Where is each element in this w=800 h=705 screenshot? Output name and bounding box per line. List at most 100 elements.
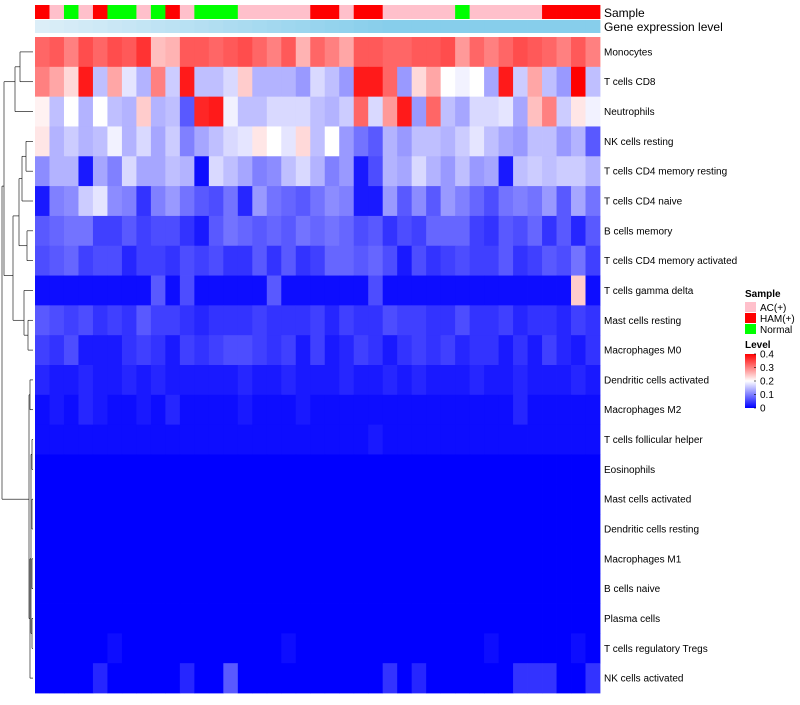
heatmap-cell (208, 663, 224, 694)
heatmap-cell (585, 543, 601, 575)
heatmap-cell (136, 305, 152, 336)
heatmap-cell (339, 454, 355, 485)
heatmap-cell (484, 603, 499, 634)
heatmap-cell (339, 126, 355, 157)
heatmap-cell (397, 394, 413, 426)
heatmap-cell (208, 126, 224, 157)
heatmap-cell (397, 424, 413, 455)
heatmap-cell (469, 663, 485, 694)
heatmap-cell (426, 394, 442, 426)
heatmap-cell (150, 484, 166, 515)
heatmap-cell (35, 365, 50, 396)
heatmap-cell (527, 275, 543, 306)
heatmap-cell (382, 514, 398, 545)
heatmap-cell (324, 394, 340, 426)
heatmap-cell (78, 215, 94, 247)
heatmap-cell (498, 245, 514, 276)
heatmap-cell (440, 633, 456, 664)
heatmap-cell (513, 573, 528, 604)
heatmap-cell (353, 603, 369, 634)
heatmap-cell (136, 514, 152, 545)
heatmap-cell (571, 96, 586, 127)
expression-annotation-cell (368, 20, 384, 33)
heatmap-cell (455, 514, 471, 545)
heatmap-cell (368, 37, 384, 68)
heatmap-cell (107, 484, 123, 515)
heatmap-cell (49, 663, 65, 694)
heatmap-cell (266, 66, 282, 98)
heatmap-cell (136, 603, 152, 634)
heatmap-cell (295, 543, 311, 575)
heatmap-cell (281, 335, 297, 366)
heatmap-cell (107, 514, 123, 545)
heatmap-cell (484, 96, 499, 127)
sample-annotation-cell (556, 5, 572, 19)
heatmap-cell (92, 66, 108, 98)
heatmap-cell (49, 543, 65, 575)
heatmap-cell (179, 514, 195, 545)
heatmap-cell (571, 215, 586, 247)
heatmap-cell (165, 424, 181, 455)
heatmap-cell (397, 156, 413, 187)
sample-annotation-cell (527, 5, 543, 19)
heatmap-cell (498, 663, 514, 694)
heatmap-cell (368, 186, 384, 217)
heatmap-cell (527, 305, 543, 336)
heatmap-cell (353, 484, 369, 515)
heatmap-cell (310, 573, 326, 604)
heatmap-cell (252, 663, 268, 694)
heatmap-cell (585, 275, 601, 306)
heatmap-cell (121, 603, 137, 634)
heatmap-cell (542, 335, 557, 366)
heatmap-cell (179, 156, 195, 187)
heatmap-cell (426, 66, 442, 98)
row-label: Dendritic cells resting (604, 525, 699, 536)
heatmap-cell (150, 633, 166, 664)
heatmap-cell (208, 186, 224, 217)
heatmap-cell (585, 37, 601, 68)
heatmap-cell (556, 484, 572, 515)
heatmap-cell (252, 126, 268, 157)
heatmap-cell (35, 66, 50, 98)
heatmap-cell (571, 37, 586, 68)
heatmap-cell (382, 156, 398, 187)
heatmap-cell (35, 215, 50, 247)
heatmap-cell (252, 335, 268, 366)
heatmap-cell (324, 335, 340, 366)
heatmap-cell (266, 424, 282, 455)
heatmap-cell (498, 573, 514, 604)
heatmap-cell (35, 424, 50, 455)
heatmap-cell (397, 663, 413, 694)
heatmap-cell (556, 245, 572, 276)
heatmap-cell (121, 275, 137, 306)
heatmap-cell (281, 245, 297, 276)
expression-annotation-cell (498, 20, 514, 33)
heatmap-cell (440, 96, 456, 127)
heatmap-cell (107, 126, 123, 157)
heatmap-cell (324, 484, 340, 515)
heatmap-cell (484, 335, 499, 366)
heatmap-cell (585, 66, 601, 98)
heatmap-cell (92, 454, 108, 485)
heatmap-cell (136, 543, 152, 575)
heatmap-cell (426, 126, 442, 157)
heatmap-cell (295, 454, 311, 485)
heatmap-cell (324, 305, 340, 336)
sample-legend-label: HAM(+) (760, 314, 795, 325)
heatmap-cell (310, 156, 326, 187)
heatmap-cell (35, 514, 50, 545)
heatmap-cell (266, 305, 282, 336)
heatmap-cell (121, 365, 137, 396)
heatmap-cell (310, 633, 326, 664)
heatmap-cell (411, 663, 427, 694)
expression-annotation-cell (426, 20, 442, 33)
heatmap-cell (179, 96, 195, 127)
heatmap-cell (121, 96, 137, 127)
heatmap-cell (411, 603, 427, 634)
heatmap-cell (252, 37, 268, 68)
row-label: Mast cells activated (604, 495, 691, 506)
row-label: NK cells activated (604, 674, 683, 685)
heatmap-cell (571, 394, 586, 426)
heatmap-cell (426, 215, 442, 247)
heatmap-cell (571, 663, 586, 694)
